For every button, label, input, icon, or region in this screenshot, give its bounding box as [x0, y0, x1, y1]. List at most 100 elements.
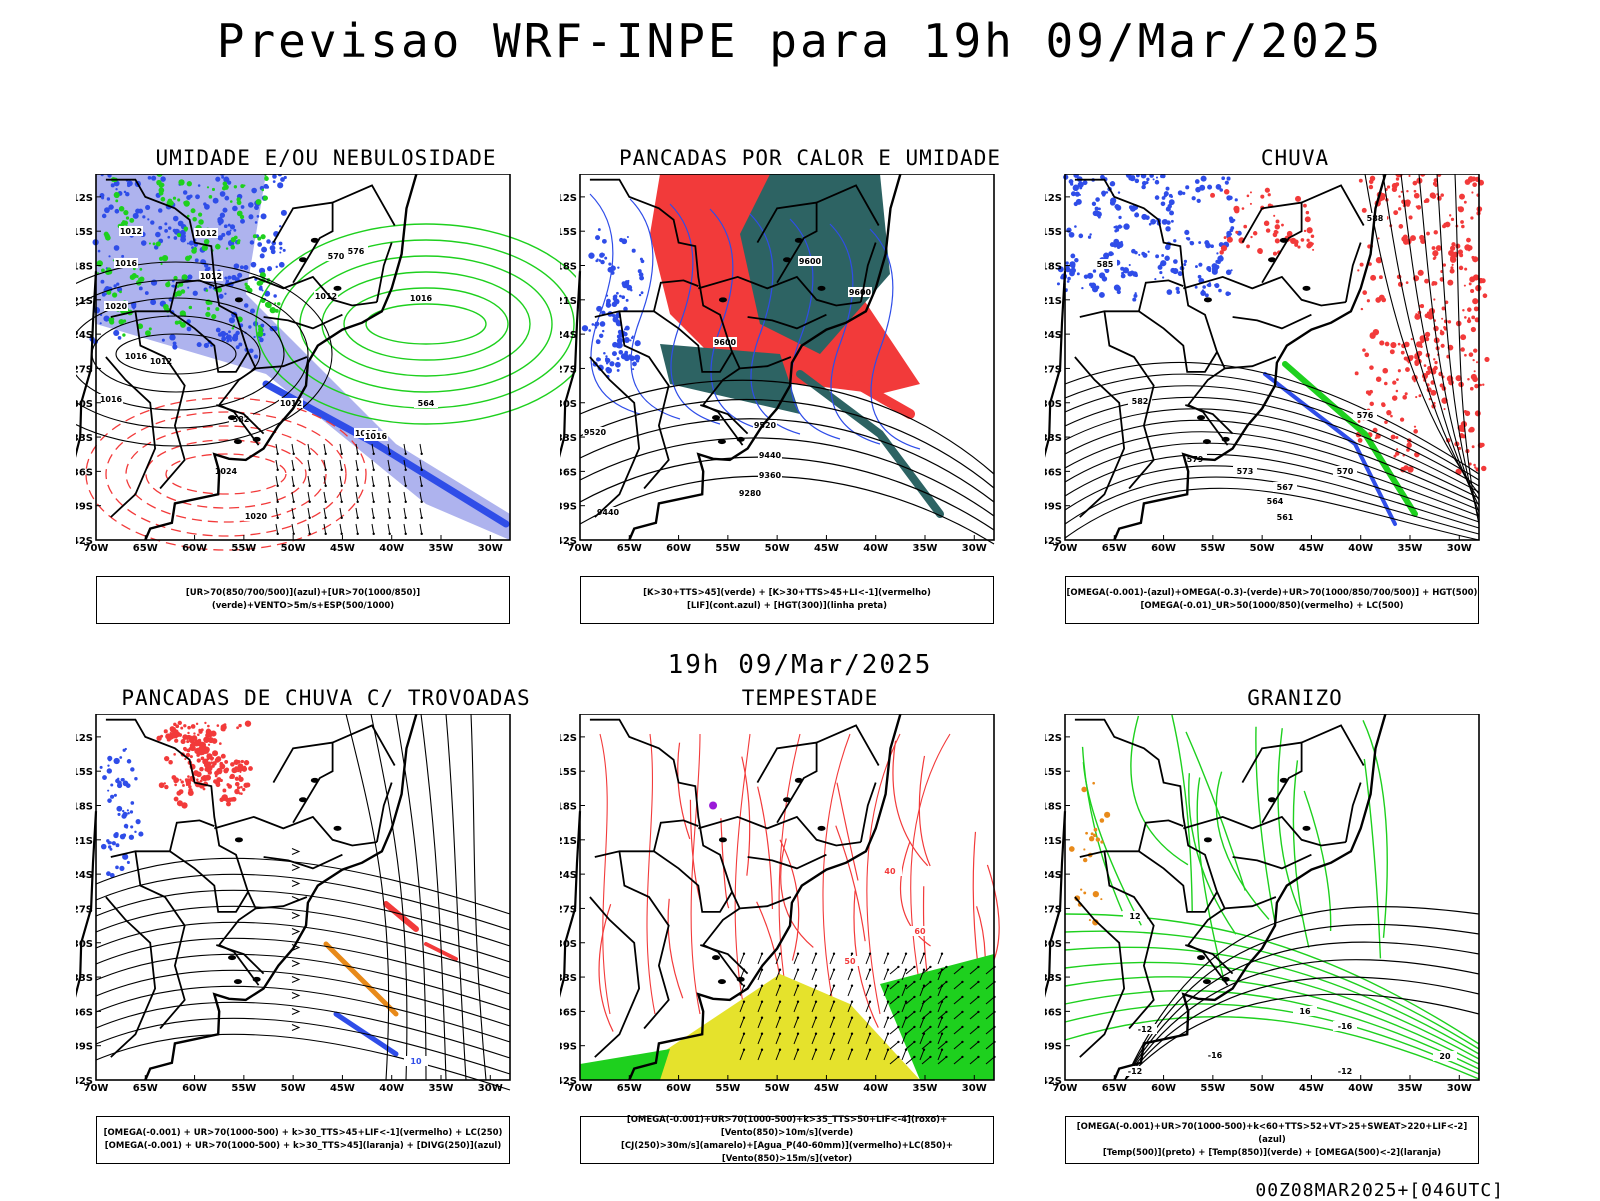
instability-blue [604, 257, 607, 260]
humidity-blue [189, 241, 194, 246]
wind-vector [851, 1017, 853, 1019]
lake [1280, 778, 1288, 783]
wind-vector [740, 954, 744, 964]
streamline-arrow [292, 993, 299, 999]
rain-red [1242, 207, 1245, 210]
rain-red [1396, 378, 1399, 381]
lon-label: 30W [478, 543, 503, 554]
storm-red [175, 724, 179, 728]
humidity-green [119, 290, 122, 293]
lon-label: 50W [281, 543, 306, 554]
humidity-blue [215, 177, 220, 182]
lat-label: 33S [560, 973, 577, 984]
lake [228, 415, 236, 420]
wind-vector [977, 966, 979, 968]
rain-red [1414, 426, 1416, 428]
storm-blue [110, 795, 114, 799]
rain-red [1414, 314, 1420, 320]
storm-red [170, 732, 176, 738]
lon-label: 55W [1200, 543, 1225, 554]
rain-red [1398, 195, 1401, 198]
lon-label: 35W [1398, 543, 1423, 554]
state-border [817, 725, 879, 765]
rain-blue [1155, 195, 1160, 200]
state-border [333, 185, 395, 225]
rain-blue [1207, 185, 1212, 190]
wind-vector [308, 524, 310, 534]
wind-vector [292, 444, 294, 454]
wind-vector [869, 985, 871, 987]
wind-vector [887, 985, 889, 987]
contour-label: 9600 [714, 338, 737, 347]
humidity-blue [158, 226, 162, 230]
rain-blue [1218, 289, 1222, 293]
wind-vector [743, 1049, 745, 1051]
rain-blue [1066, 288, 1068, 290]
humidity-blue [273, 180, 276, 183]
humidity-blue [241, 205, 245, 209]
rain-red [1405, 392, 1408, 395]
rain-blue [1195, 265, 1198, 268]
instability-blue [641, 259, 645, 263]
rain-red [1381, 297, 1386, 302]
rain-red [1392, 395, 1397, 400]
humidity-blue [276, 266, 278, 268]
rain-red [1253, 231, 1257, 235]
rain-blue [1092, 202, 1096, 206]
rain-red [1420, 338, 1425, 343]
rain-blue [1078, 234, 1083, 239]
humidity-blue [237, 273, 242, 278]
storm-red [244, 766, 246, 768]
wind-vector [902, 1050, 906, 1060]
state-border [1302, 185, 1364, 225]
rain-red [1369, 185, 1373, 189]
storm-red [220, 779, 223, 782]
storm-blue [130, 767, 134, 771]
humidity-blue [213, 200, 216, 203]
humidity-green [226, 247, 228, 249]
instability-blue [602, 239, 607, 244]
precip-water-contour [691, 734, 700, 1014]
contour-label: -12 [1128, 1067, 1142, 1076]
lon-label: 60W [182, 1083, 207, 1094]
wind-vector [292, 524, 294, 534]
state-border [111, 851, 170, 857]
rain-blue [1190, 241, 1192, 243]
panel-title: PANCADAS DE CHUVA C/ TROVOADAS [76, 686, 576, 710]
humidity-blue [108, 204, 113, 209]
humidity-blue [257, 242, 262, 247]
lon-label: 65W [133, 543, 158, 554]
lake [1203, 439, 1211, 444]
wind-vector [308, 501, 310, 503]
rain-red [1265, 188, 1270, 193]
humidity-blue [220, 331, 226, 337]
state-border [106, 897, 155, 1057]
panel-chuva: CHUVA 58257957657357056756456158858512S1… [1045, 146, 1545, 626]
wind-vector [420, 444, 422, 454]
wind-vector [324, 444, 326, 454]
wind-vector [388, 476, 390, 486]
storm-red [236, 726, 239, 729]
rain-red [1427, 233, 1429, 235]
instability-blue [621, 295, 625, 299]
humidity-green [181, 181, 184, 184]
lake [1303, 286, 1311, 291]
humidity-green [244, 283, 247, 286]
rain-red [1360, 263, 1364, 267]
storm-blue [130, 801, 134, 805]
storm-red [176, 791, 181, 796]
hail-orange [1069, 846, 1075, 852]
rain-red [1385, 342, 1390, 347]
rain-red [1357, 269, 1359, 271]
rain-red [1260, 195, 1264, 199]
rain-red [1276, 220, 1280, 224]
humidity-blue [114, 245, 120, 251]
humidity-blue [226, 280, 229, 283]
rain-blue [1087, 273, 1093, 279]
humidity-green [207, 307, 210, 310]
storm-red [184, 758, 186, 760]
rain-blue [1131, 175, 1135, 179]
wind-vector [913, 996, 915, 998]
storm-red [168, 760, 173, 765]
wind-vector [276, 444, 278, 454]
